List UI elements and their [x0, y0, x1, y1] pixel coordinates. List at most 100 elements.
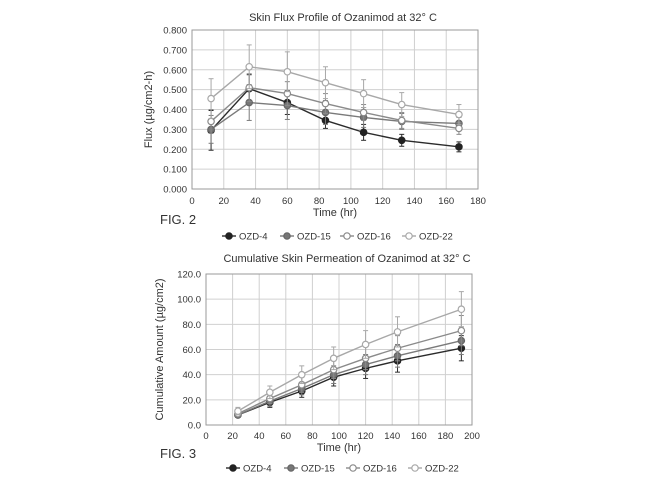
series-OZD-15 — [207, 84, 463, 144]
legend-entry: OZD-16 — [346, 464, 397, 475]
y-tick-label: 120.0 — [177, 270, 201, 281]
data-point — [455, 143, 463, 151]
x-axis-label: Time (hr) — [317, 442, 361, 454]
data-point — [393, 328, 402, 336]
legend-entry: OZD-22 — [408, 464, 459, 475]
x-tick-label: 40 — [250, 196, 261, 207]
y-tick-label: 0.000 — [163, 185, 187, 196]
y-tick-label: 0.800 — [163, 26, 187, 37]
plot-frame — [205, 273, 473, 426]
x-tick-label: 100 — [331, 431, 347, 442]
x-tick-label: 60 — [282, 196, 293, 207]
data-point — [266, 388, 274, 397]
y-tick-label: 0.0 — [188, 421, 201, 432]
data-point — [359, 89, 368, 98]
x-tick-label: 0 — [189, 196, 194, 207]
legend-label: OZD-4 — [243, 464, 272, 475]
y-tick-label: 80.0 — [183, 320, 202, 331]
data-point — [321, 99, 330, 108]
data-point — [297, 370, 306, 379]
legend-label: OZD-15 — [297, 232, 331, 243]
legend-label: OZD-16 — [363, 464, 397, 475]
legend-label: OZD-4 — [239, 232, 268, 243]
x-tick-label: 120 — [358, 431, 374, 442]
series-line — [210, 87, 460, 148]
fig3-label: FIG. 3 — [160, 446, 197, 461]
legend-marker — [225, 232, 233, 240]
data-point — [234, 407, 242, 415]
data-point — [283, 67, 292, 76]
y-tick-label: 0.300 — [163, 125, 187, 136]
data-point — [245, 62, 254, 71]
data-point — [321, 78, 330, 87]
y-tick-label: 0.700 — [163, 45, 187, 56]
legend-entry: OZD-4 — [222, 232, 268, 243]
chart-2: Skin Flux Profile of Ozanimod at 32° C 0.… — [143, 12, 486, 243]
data-point — [359, 108, 368, 117]
legend-marker — [287, 464, 295, 472]
data-point — [457, 305, 466, 314]
x-tick-label: 160 — [438, 196, 454, 207]
legend-entry: OZD-16 — [340, 232, 391, 243]
x-tick-label: 120 — [375, 196, 391, 207]
legend-label: OZD-16 — [357, 232, 391, 243]
series-OZD-22 — [207, 44, 463, 125]
legend-entry: OZD-15 — [280, 232, 331, 243]
y-axis-label: Cumulative Amount (µg/cm2) — [154, 278, 166, 420]
legend-entry: OZD-15 — [284, 464, 335, 475]
data-point — [457, 326, 466, 335]
x-tick-label: 200 — [464, 431, 480, 442]
data-point — [207, 94, 215, 103]
data-point — [359, 128, 368, 137]
series-OZD-22 — [234, 291, 466, 416]
x-axis-label: Time (hr) — [313, 207, 357, 219]
x-tick-label: 40 — [254, 431, 265, 442]
x-tick-label: 80 — [314, 196, 325, 207]
y-tick-label: 0.100 — [163, 165, 187, 176]
x-tick-label: 180 — [470, 196, 486, 207]
legend-marker — [229, 464, 237, 472]
x-tick-label: 20 — [218, 196, 229, 207]
x-tick-label: 0 — [203, 431, 208, 442]
data-point — [397, 116, 406, 125]
data-point — [455, 110, 463, 119]
y-tick-label: 0.400 — [163, 105, 187, 116]
y-tick-label: 20.0 — [183, 395, 202, 406]
y-tick-label: 40.0 — [183, 370, 202, 381]
legend-entry: OZD-22 — [402, 232, 453, 243]
series-line — [210, 101, 459, 130]
y-tick-label: 60.0 — [183, 345, 202, 356]
chart-3: Cumulative Skin Permeation of Ozanimod a… — [154, 253, 480, 475]
legend-marker — [343, 232, 351, 240]
legend-marker — [349, 464, 357, 472]
y-tick-label: 100.0 — [177, 295, 201, 306]
legend-entry: OZD-4 — [226, 464, 272, 475]
y-tick-label: 0.600 — [163, 65, 187, 76]
x-tick-label: 80 — [307, 431, 318, 442]
x-tick-label: 140 — [384, 431, 400, 442]
y-tick-label: 0.500 — [163, 85, 187, 96]
data-point — [455, 124, 463, 133]
series-OZD-16 — [234, 315, 466, 418]
x-tick-label: 20 — [227, 431, 238, 442]
legend-marker — [411, 464, 419, 472]
x-tick-label: 60 — [281, 431, 292, 442]
x-tick-label: 100 — [343, 196, 359, 207]
data-point — [329, 354, 338, 363]
chart-title: Skin Flux Profile of Ozanimod at 32° C — [249, 12, 437, 24]
data-point — [361, 340, 370, 349]
data-point — [207, 117, 215, 126]
x-tick-label: 180 — [437, 431, 453, 442]
data-point — [397, 100, 406, 109]
legend-label: OZD-15 — [301, 464, 335, 475]
y-axis-label: Flux (µg/cm2-h) — [143, 71, 155, 148]
y-tick-label: 0.200 — [163, 145, 187, 156]
fig2-label: FIG. 2 — [160, 212, 197, 227]
x-tick-label: 160 — [411, 431, 427, 442]
legend-label: OZD-22 — [419, 232, 453, 243]
data-point — [397, 136, 406, 145]
legend-marker — [405, 232, 413, 240]
legend-label: OZD-22 — [425, 464, 459, 475]
